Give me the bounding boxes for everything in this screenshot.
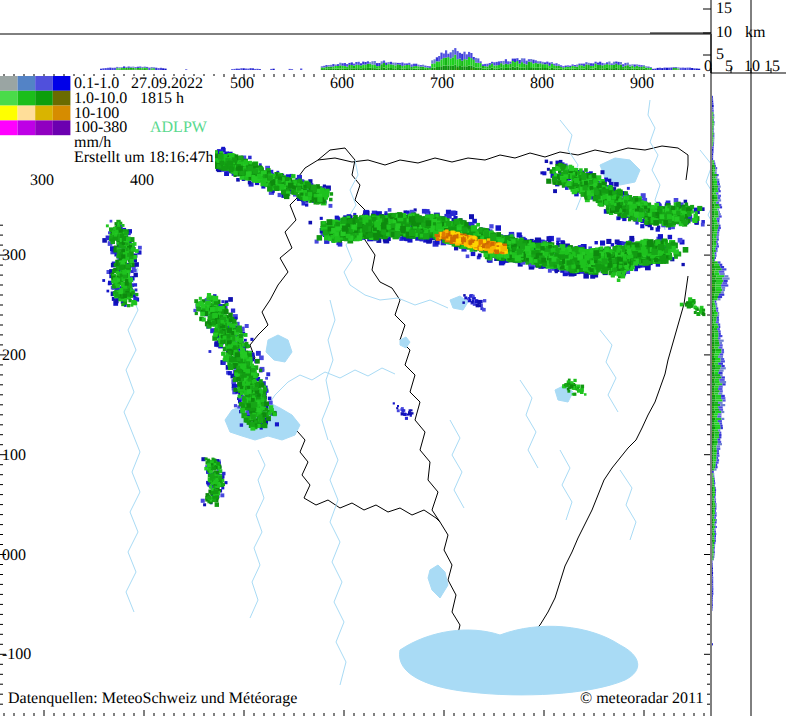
svg-text:Erstellt um 18:16:47h: Erstellt um 18:16:47h bbox=[74, 149, 214, 166]
svg-text:15: 15 bbox=[764, 58, 780, 75]
svg-text:200: 200 bbox=[2, 347, 26, 364]
svg-text:900: 900 bbox=[630, 75, 654, 92]
svg-text:Datenquellen: MeteoSchweiz und: Datenquellen: MeteoSchweiz und Météorage bbox=[8, 690, 297, 707]
svg-text:000: 000 bbox=[2, 547, 26, 564]
svg-text:800: 800 bbox=[530, 75, 554, 92]
svg-text:km: km bbox=[745, 24, 766, 41]
svg-text:500: 500 bbox=[230, 75, 254, 92]
svg-text:ADLPW: ADLPW bbox=[150, 119, 208, 136]
svg-text:10: 10 bbox=[716, 24, 732, 41]
svg-text:10: 10 bbox=[744, 58, 760, 75]
svg-text:1815 h: 1815 h bbox=[140, 90, 184, 107]
svg-text:0: 0 bbox=[704, 58, 712, 75]
svg-text:700: 700 bbox=[430, 75, 454, 92]
svg-text:300: 300 bbox=[2, 247, 26, 264]
svg-text:400: 400 bbox=[130, 172, 154, 189]
svg-text:-100: -100 bbox=[2, 646, 31, 663]
svg-text:5: 5 bbox=[716, 46, 724, 63]
svg-text:5: 5 bbox=[725, 58, 733, 75]
svg-text:15: 15 bbox=[716, 0, 732, 17]
svg-text:© meteoradar 2011: © meteoradar 2011 bbox=[580, 690, 704, 707]
svg-text:600: 600 bbox=[330, 75, 354, 92]
svg-text:100: 100 bbox=[2, 447, 26, 464]
svg-text:300: 300 bbox=[30, 172, 54, 189]
